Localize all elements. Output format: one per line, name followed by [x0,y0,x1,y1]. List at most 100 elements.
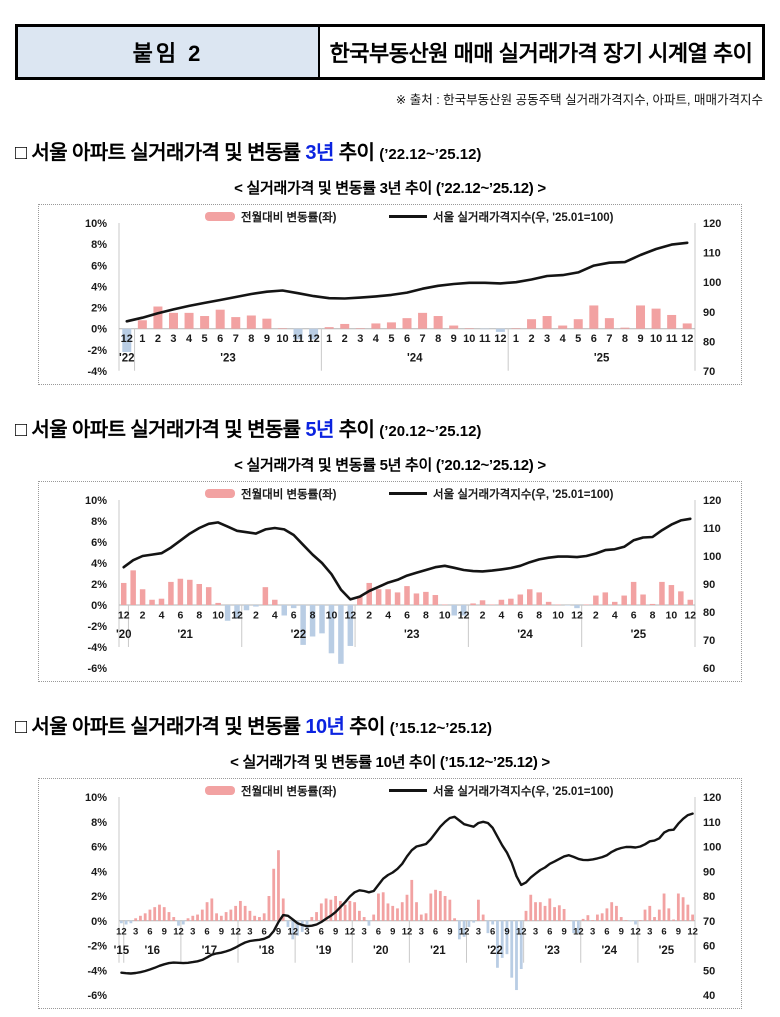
svg-text:3: 3 [419,926,424,937]
svg-text:9: 9 [219,926,224,937]
svg-text:서울 실거래가격지수(우, '25.01=100): 서울 실거래가격지수(우, '25.01=100) [433,210,614,224]
svg-text:-4%: -4% [87,965,107,977]
svg-text:4: 4 [499,610,505,622]
svg-text:12: 12 [230,926,241,937]
svg-text:'22: '22 [119,353,135,365]
svg-text:10: 10 [552,610,564,622]
svg-text:120: 120 [703,218,721,230]
svg-text:5: 5 [202,333,208,345]
chart-container-3yr: 10% 8% 6% 4% 2% 0% -2% -4% 120 110 100 90 80 70 12 1 2 3 4… [38,204,742,385]
svg-text:4%: 4% [91,866,107,878]
svg-text:1: 1 [326,333,332,345]
svg-text:6: 6 [262,926,267,937]
svg-text:10: 10 [666,610,678,622]
svg-text:12: 12 [459,926,470,937]
svg-text:4: 4 [186,333,193,345]
svg-text:3: 3 [247,926,252,937]
svg-text:2: 2 [140,610,146,622]
svg-text:6%: 6% [91,842,107,854]
heading-suffix: 추이 [333,142,380,164]
svg-text:6: 6 [204,926,209,937]
svg-text:12: 12 [684,610,696,622]
svg-text:12: 12 [345,926,356,937]
svg-text:6: 6 [376,926,381,937]
svg-text:4: 4 [560,333,567,345]
document-title: 한국부동산원 매매 실거래가격 장기 시계열 추이 [329,41,753,66]
svg-text:100: 100 [703,277,721,289]
svg-text:6: 6 [319,926,324,937]
svg-text:9: 9 [264,333,270,345]
svg-text:2%: 2% [91,891,107,903]
svg-text:12: 12 [630,926,641,937]
svg-text:6%: 6% [91,537,107,549]
svg-text:60: 60 [703,941,715,953]
section-10yr: □ 서울 아파트 실거래가격 및 변동률 10년 추이 (’15.12~’25.… [15,710,765,1009]
svg-text:'23: '23 [220,353,236,365]
svg-text:9: 9 [390,926,395,937]
svg-text:11: 11 [479,333,491,345]
svg-text:10: 10 [463,333,475,345]
svg-text:-4%: -4% [87,366,107,378]
svg-text:9: 9 [676,926,681,937]
svg-text:12: 12 [345,610,357,622]
svg-text:'15: '15 [114,945,130,957]
attachment-header: 붙임 2 한국부동산원 매매 실거래가격 장기 시계열 추이 [15,24,765,80]
section-3yr: □ 서울 아파트 실거래가격 및 변동률 3년 추이 (’22.12~’25.1… [15,136,765,385]
svg-text:12: 12 [402,926,413,937]
svg-text:70: 70 [703,366,715,378]
section-heading-3yr: □ 서울 아파트 실거래가격 및 변동률 3년 추이 (’22.12~’25.1… [15,136,765,165]
svg-text:8: 8 [248,333,254,345]
svg-text:6: 6 [147,926,152,937]
svg-text:12: 12 [118,610,130,622]
svg-text:-6%: -6% [87,990,107,1002]
svg-text:100: 100 [703,551,721,563]
svg-text:12: 12 [687,926,698,937]
svg-text:7: 7 [606,333,612,345]
svg-text:9: 9 [637,333,643,345]
chart-title-10yr: < 실거래가격 및 변동률 10년 추이 (’15.12~’25.12) > [230,754,550,771]
svg-text:8: 8 [435,333,441,345]
svg-text:12: 12 [458,610,470,622]
svg-text:40: 40 [703,990,715,1002]
svg-text:'20: '20 [116,629,132,641]
section-heading-10yr: □ 서울 아파트 실거래가격 및 변동률 10년 추이 (’15.12~’25.… [15,710,765,739]
svg-text:8: 8 [196,610,202,622]
svg-text:12: 12 [573,926,584,937]
svg-text:-6%: -6% [87,663,107,675]
svg-text:4%: 4% [91,281,107,293]
svg-text:0%: 0% [91,916,107,928]
section-5yr: □ 서울 아파트 실거래가격 및 변동률 5년 추이 (’20.12~’25.1… [15,413,765,682]
svg-text:2: 2 [253,610,259,622]
svg-text:'22: '22 [487,945,503,957]
svg-text:110: 110 [703,817,721,829]
svg-text:9: 9 [451,333,457,345]
svg-text:3: 3 [304,926,309,937]
svg-text:전월대비 변동률(좌): 전월대비 변동률(좌) [241,487,337,501]
svg-text:50: 50 [703,965,715,977]
svg-text:6: 6 [177,610,183,622]
svg-text:12: 12 [571,610,583,622]
svg-text:3: 3 [362,926,367,937]
svg-text:12: 12 [287,926,298,937]
svg-text:11: 11 [292,333,304,345]
svg-text:-2%: -2% [87,621,107,633]
svg-text:10: 10 [276,333,288,345]
svg-text:'19: '19 [316,945,332,957]
svg-text:'24: '24 [602,945,618,957]
svg-text:9: 9 [162,926,167,937]
svg-text:8: 8 [622,333,628,345]
svg-text:6: 6 [404,610,410,622]
svg-text:6: 6 [404,333,410,345]
svg-text:110: 110 [703,248,721,260]
svg-text:4: 4 [385,610,391,622]
svg-text:'23: '23 [404,629,420,641]
svg-text:'23: '23 [544,945,560,957]
svg-text:9: 9 [619,926,624,937]
date-range: (’22.12~’25.12) [379,146,482,163]
svg-text:3: 3 [357,333,363,345]
svg-text:'25: '25 [594,353,610,365]
svg-text:60: 60 [703,663,715,675]
svg-text:10: 10 [326,610,338,622]
svg-text:4: 4 [373,333,380,345]
